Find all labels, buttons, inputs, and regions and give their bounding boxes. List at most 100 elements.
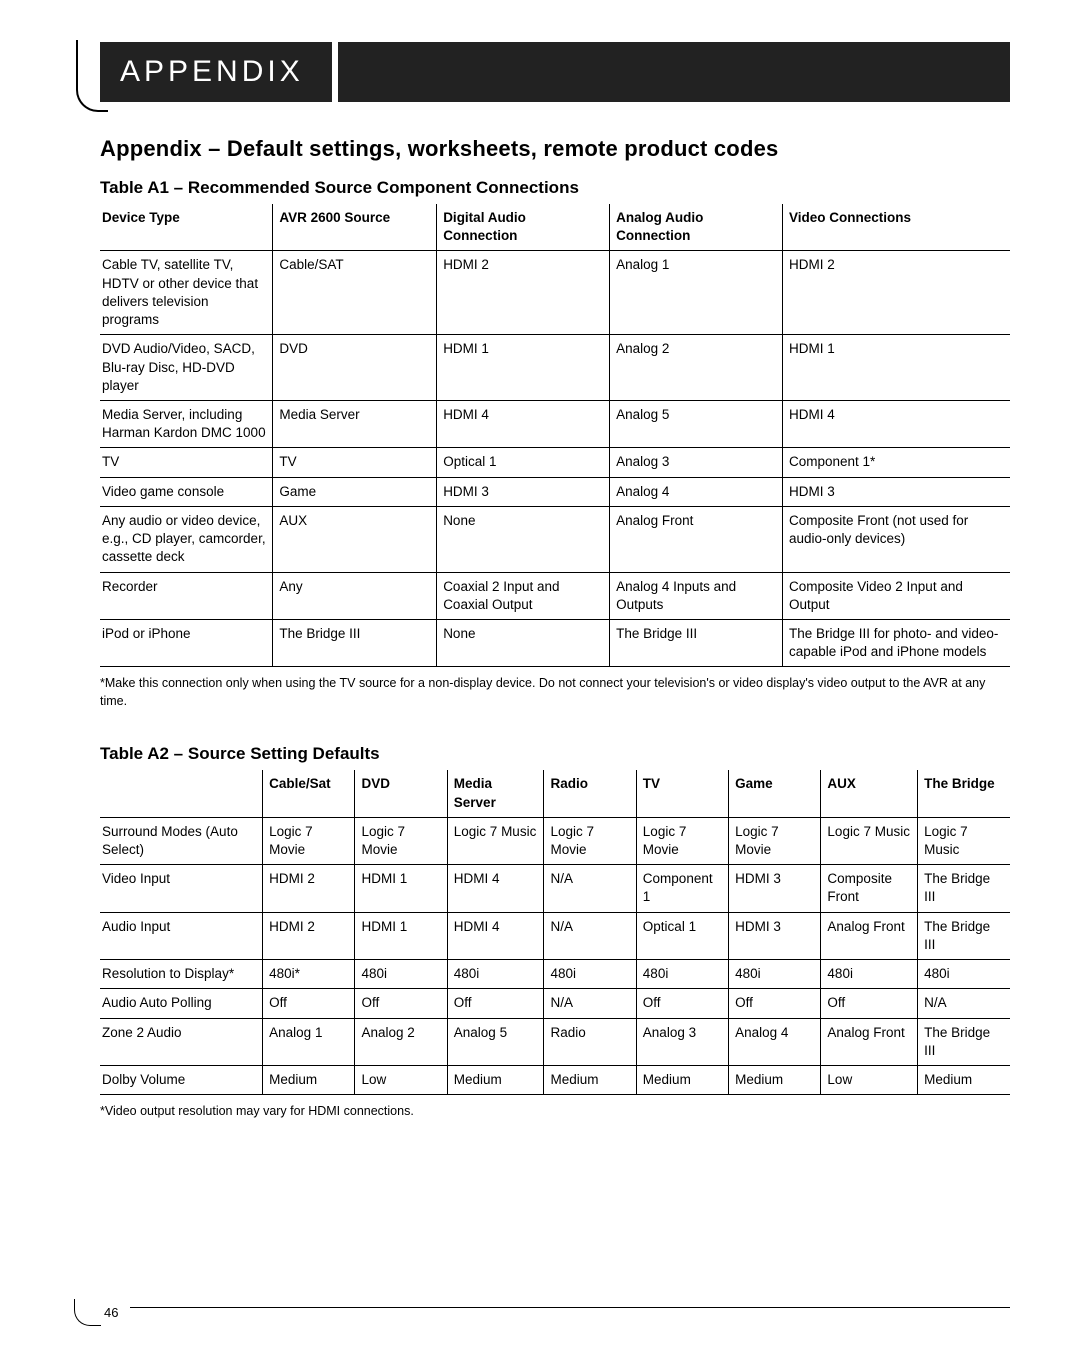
table-cell: HDMI 1 — [437, 335, 610, 401]
table-row: Resolution to Display*480i*480i480i480i4… — [100, 960, 1010, 989]
table-cell: N/A — [544, 865, 636, 912]
column-header: Game — [729, 770, 821, 817]
section-title: Appendix – Default settings, worksheets,… — [100, 136, 1010, 162]
column-header: The Bridge — [918, 770, 1010, 817]
table-cell: Logic 7 Movie — [729, 817, 821, 864]
table-cell: Off — [821, 989, 918, 1018]
table-cell: Analog 2 — [355, 1018, 447, 1065]
table-cell: Analog 3 — [636, 1018, 728, 1065]
bottom-rule — [130, 1307, 1010, 1308]
table-cell: Coaxial 2 Input and Coaxial Output — [437, 572, 610, 619]
table-cell: 480i — [355, 960, 447, 989]
table-cell: Logic 7 Movie — [355, 817, 447, 864]
table-cell: HDMI 4 — [782, 400, 1010, 447]
table-cell: HDMI 2 — [782, 251, 1010, 335]
header-title: APPENDIX — [120, 55, 304, 89]
column-header — [100, 770, 263, 817]
table-cell: Optical 1 — [437, 448, 610, 477]
table-cell: HDMI 2 — [437, 251, 610, 335]
table-row: Media Server, including Harman Kardon DM… — [100, 400, 1010, 447]
table-cell: Logic 7 Music — [918, 817, 1010, 864]
column-header: AVR 2600 Source — [273, 204, 437, 251]
table-row: Video InputHDMI 2HDMI 1HDMI 4N/AComponen… — [100, 865, 1010, 912]
table-cell: Logic 7 Music — [447, 817, 544, 864]
table-row: RecorderAnyCoaxial 2 Input and Coaxial O… — [100, 572, 1010, 619]
table-cell: Off — [729, 989, 821, 1018]
table-cell: 480i — [918, 960, 1010, 989]
table-cell: HDMI 3 — [729, 865, 821, 912]
table-cell: Analog 5 — [610, 400, 783, 447]
table-cell: Analog 2 — [610, 335, 783, 401]
table-row: Audio InputHDMI 2HDMI 1HDMI 4N/AOptical … — [100, 912, 1010, 959]
table-cell: 480i* — [263, 960, 355, 989]
table-cell: Cable TV, satellite TV, HDTV or other de… — [100, 251, 273, 335]
table-cell: Game — [273, 477, 437, 506]
table-cell: HDMI 4 — [447, 865, 544, 912]
table-row: Dolby VolumeMediumLowMediumMediumMediumM… — [100, 1066, 1010, 1095]
table-cell: Logic 7 Movie — [544, 817, 636, 864]
table-cell: Logic 7 Movie — [636, 817, 728, 864]
table-cell: Surround Modes (Auto Select) — [100, 817, 263, 864]
table-cell: Composite Front — [821, 865, 918, 912]
table-row: Audio Auto PollingOffOffOffN/AOffOffOffN… — [100, 989, 1010, 1018]
table-a2-footnote: *Video output resolution may vary for HD… — [100, 1103, 1010, 1121]
table-cell: Cable/SAT — [273, 251, 437, 335]
table-row: Zone 2 AudioAnalog 1Analog 2Analog 5Radi… — [100, 1018, 1010, 1065]
table-cell: DVD Audio/Video, SACD, Blu-ray Disc, HD-… — [100, 335, 273, 401]
table-cell: HDMI 3 — [782, 477, 1010, 506]
table-cell: Media Server, including Harman Kardon DM… — [100, 400, 273, 447]
table-cell: HDMI 4 — [447, 912, 544, 959]
table-cell: Dolby Volume — [100, 1066, 263, 1095]
table-cell: 480i — [636, 960, 728, 989]
header-band: APPENDIX — [100, 42, 1010, 102]
table-cell: Medium — [729, 1066, 821, 1095]
table-row: Cable TV, satellite TV, HDTV or other de… — [100, 251, 1010, 335]
column-header: Analog Audio Connection — [610, 204, 783, 251]
table-cell: N/A — [918, 989, 1010, 1018]
table-cell: Medium — [544, 1066, 636, 1095]
column-header: TV — [636, 770, 728, 817]
table-cell: Analog Front — [821, 1018, 918, 1065]
table-cell: Radio — [544, 1018, 636, 1065]
table-row: DVD Audio/Video, SACD, Blu-ray Disc, HD-… — [100, 335, 1010, 401]
table-cell: Analog 4 — [729, 1018, 821, 1065]
table-cell: HDMI 4 — [437, 400, 610, 447]
table-cell: N/A — [544, 989, 636, 1018]
table-a1-title: Table A1 – Recommended Source Component … — [100, 178, 1010, 198]
table-cell: Component 1* — [782, 448, 1010, 477]
table-cell: 480i — [447, 960, 544, 989]
table-cell: None — [437, 619, 610, 666]
table-a2: Cable/SatDVDMedia ServerRadioTVGameAUXTh… — [100, 770, 1010, 1095]
table-cell: 480i — [729, 960, 821, 989]
table-cell: HDMI 2 — [263, 912, 355, 959]
table-cell: The Bridge III — [918, 912, 1010, 959]
table-cell: Off — [355, 989, 447, 1018]
table-cell: Video Input — [100, 865, 263, 912]
table-cell: Analog Front — [610, 506, 783, 572]
table-cell: Audio Auto Polling — [100, 989, 263, 1018]
table-cell: HDMI 3 — [729, 912, 821, 959]
table-cell: Analog 5 — [447, 1018, 544, 1065]
table-cell: Composite Front (not used for audio-only… — [782, 506, 1010, 572]
page-number-wrap: 46 — [86, 1305, 118, 1320]
table-cell: Recorder — [100, 572, 273, 619]
table-cell: Video game console — [100, 477, 273, 506]
table-cell: The Bridge III — [273, 619, 437, 666]
table-cell: AUX — [273, 506, 437, 572]
table-cell: Composite Video 2 Input and Output — [782, 572, 1010, 619]
table-cell: Any audio or video device, e.g., CD play… — [100, 506, 273, 572]
table-a1: Device TypeAVR 2600 SourceDigital Audio … — [100, 204, 1010, 667]
table-cell: TV — [273, 448, 437, 477]
column-header: Media Server — [447, 770, 544, 817]
page-number: 46 — [86, 1305, 118, 1320]
column-header: Radio — [544, 770, 636, 817]
table-cell: Analog 1 — [610, 251, 783, 335]
table-cell: Analog 1 — [263, 1018, 355, 1065]
table-cell: Media Server — [273, 400, 437, 447]
table-cell: 480i — [544, 960, 636, 989]
table-row: iPod or iPhoneThe Bridge IIINoneThe Brid… — [100, 619, 1010, 666]
table-cell: Off — [447, 989, 544, 1018]
table-cell: Low — [355, 1066, 447, 1095]
table-cell: Logic 7 Movie — [263, 817, 355, 864]
table-cell: None — [437, 506, 610, 572]
